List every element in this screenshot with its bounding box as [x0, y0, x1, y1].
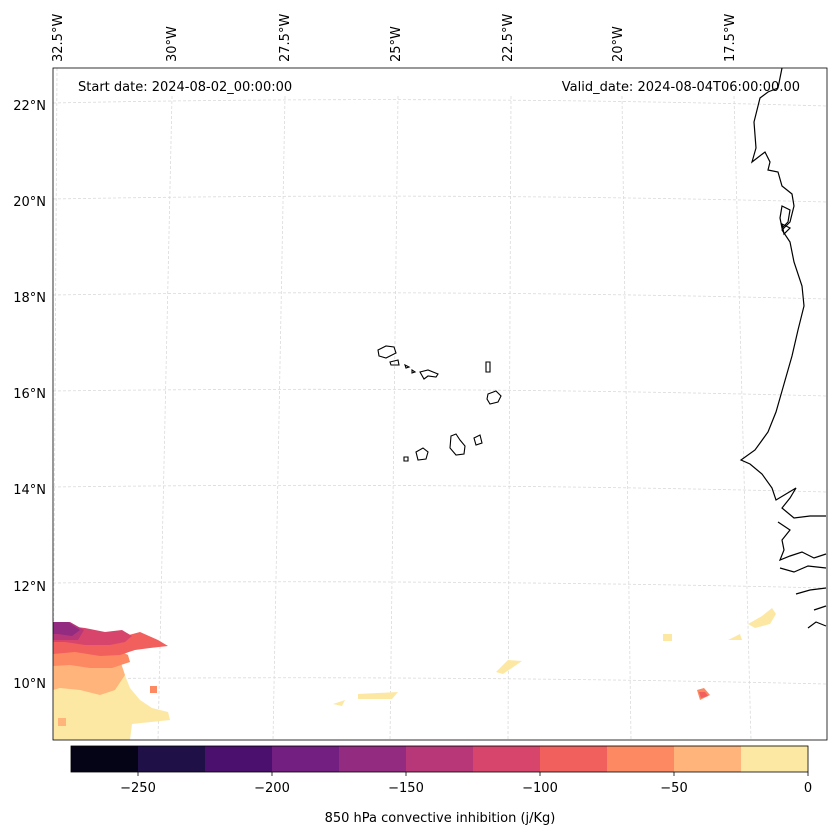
- cin-contour-fills: [53, 608, 776, 740]
- africa-coastline: [739, 67, 826, 519]
- island: [419, 369, 439, 380]
- colorbar-tick-label: −100: [522, 781, 558, 796]
- lon-label: 22.5°W: [501, 14, 516, 62]
- colorbar-segment: [540, 746, 608, 772]
- island: [473, 434, 483, 446]
- cin-contour-patch: [699, 692, 708, 698]
- map-gridlines: [52, 67, 828, 741]
- lon-label: 30°W: [165, 26, 180, 62]
- cin-contour-patch: [663, 634, 672, 641]
- lon-label: 25°W: [389, 26, 404, 62]
- island: [415, 447, 429, 461]
- lat-label: 12°N: [13, 580, 46, 595]
- colorbar-segment: [607, 746, 675, 772]
- lat-label: 14°N: [13, 483, 46, 498]
- lon-label: 20°W: [611, 26, 626, 62]
- cin-contour-patch: [150, 686, 157, 693]
- colorbar-segment: [674, 746, 742, 772]
- island: [411, 368, 417, 374]
- colorbar-segment: [473, 746, 541, 772]
- colorbar-segment: [741, 746, 809, 772]
- colorbar-tick-label: −200: [254, 781, 290, 796]
- start-date-label: Start date: 2024-08-02_00:00:00: [78, 80, 292, 95]
- colorbar-tick-label: −250: [120, 781, 156, 796]
- cin-contour-patch: [728, 634, 742, 640]
- lat-label: 10°N: [13, 677, 46, 692]
- colorbar-tick-label: 0: [804, 781, 812, 796]
- longitude-labels: 32.5°W 30°W 27.5°W 25°W 22.5°W 20°W 17.5…: [51, 14, 738, 62]
- cape-verde-islands: [377, 345, 502, 462]
- island: [403, 456, 409, 462]
- island: [485, 361, 491, 373]
- colorbar-ticks: [137, 772, 809, 776]
- colorbar-border: [70, 745, 809, 773]
- colorbar-segment: [138, 746, 206, 772]
- lon-label: 27.5°W: [278, 14, 293, 62]
- lat-label: 20°N: [13, 195, 46, 210]
- island: [404, 363, 411, 369]
- lon-label: 17.5°W: [723, 14, 738, 62]
- map-frame: [52, 67, 828, 741]
- colorbar-tick-labels: −250 −200 −150 −100 −50 0: [120, 781, 812, 796]
- cin-contour-patch: [58, 718, 66, 726]
- colorbar-tick-label: −50: [660, 781, 687, 796]
- cin-contour-purple: [53, 622, 80, 636]
- island: [389, 359, 400, 366]
- cin-contour-patch: [358, 692, 398, 699]
- island: [449, 433, 466, 456]
- island: [377, 345, 397, 359]
- colorbar-segment: [205, 746, 273, 772]
- coastlines: [739, 67, 827, 629]
- colorbar-segment: [272, 746, 340, 772]
- lat-label: 22°N: [13, 99, 46, 114]
- colorbar-title: 850 hPa convective inhibition (j/Kg): [325, 811, 556, 826]
- cin-contour-patch: [496, 660, 522, 674]
- cin-contour-patch: [748, 608, 776, 628]
- colorbar: [70, 745, 809, 773]
- lat-label: 16°N: [13, 387, 46, 402]
- colorbar-segment: [339, 746, 407, 772]
- lon-label: 32.5°W: [51, 14, 66, 62]
- latitude-labels: 22°N 20°N 18°N 16°N 14°N 12°N 10°N: [13, 99, 46, 692]
- colorbar-segment: [406, 746, 474, 772]
- valid-date-label: Valid_date: 2024-08-04T06:00:00.00: [562, 80, 800, 95]
- colorbar-tick-label: −150: [388, 781, 424, 796]
- lat-label: 18°N: [13, 291, 46, 306]
- island: [486, 390, 502, 405]
- cin-contour-patch: [333, 700, 345, 706]
- colorbar-segment: [71, 746, 139, 772]
